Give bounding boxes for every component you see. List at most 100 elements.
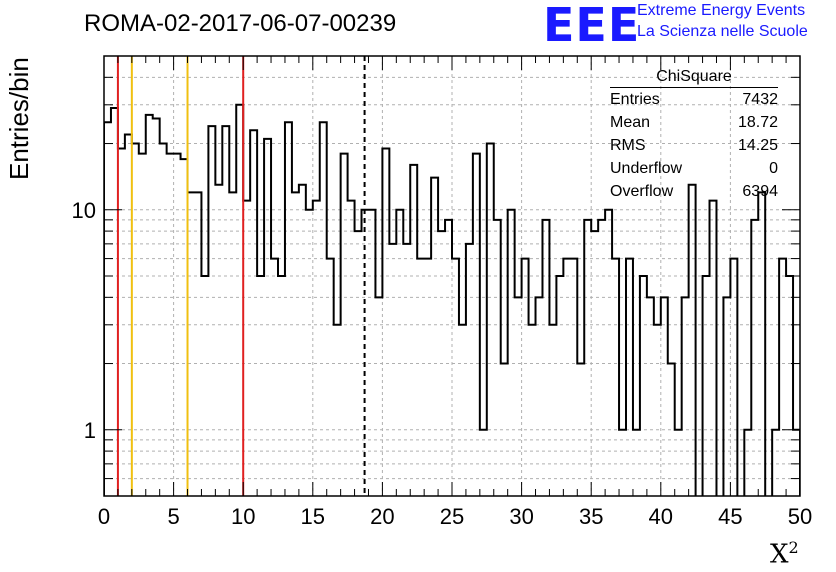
histogram-bin	[654, 325, 661, 496]
x-tick-label: 20	[370, 504, 394, 529]
histogram-bin	[786, 276, 793, 496]
histogram-bin	[710, 201, 717, 496]
histogram-bin	[396, 210, 403, 496]
histogram-bin	[327, 259, 334, 496]
histogram-bin	[612, 259, 619, 496]
histogram-bin	[744, 430, 751, 496]
histogram-bin	[598, 220, 605, 496]
histogram-bin	[194, 192, 201, 496]
x-tick-label: 50	[788, 504, 812, 529]
y-tick-label: 1	[84, 418, 96, 443]
histogram-bin	[174, 154, 181, 496]
histogram-bin	[522, 259, 529, 496]
histogram-bin	[549, 325, 556, 496]
histogram-bin	[459, 325, 466, 496]
eee-logo: EEE	[543, 0, 641, 52]
histogram-bin	[257, 276, 264, 496]
histogram-bin	[501, 364, 508, 496]
histogram-bin	[375, 297, 382, 496]
histogram-bin	[605, 210, 612, 496]
stats-label: Underflow	[610, 160, 683, 177]
histogram-bin	[208, 126, 215, 496]
chart-title: ROMA-02-2017-06-07-00239	[84, 10, 397, 37]
histogram-bin	[703, 276, 710, 496]
stats-row-entries: Entries 7432	[610, 88, 778, 111]
logo-line-1: Extreme Energy Events	[637, 2, 806, 19]
histogram-bin	[118, 148, 125, 496]
histogram-bin	[278, 276, 285, 496]
x-tick-label: 15	[301, 504, 325, 529]
histogram-bin	[355, 231, 362, 496]
histogram-bin	[556, 276, 563, 496]
histogram-bin	[536, 297, 543, 496]
x-axis-label: X2	[770, 538, 799, 570]
histogram-bin	[452, 259, 459, 496]
histogram-bin	[480, 430, 487, 496]
stats-box: ChiSquare Entries 7432 Mean 18.72 RMS 14…	[610, 68, 778, 203]
histogram-bin	[167, 154, 174, 496]
histogram-bin	[146, 115, 153, 496]
histogram-bin	[424, 259, 431, 496]
histogram-bin	[132, 144, 139, 496]
histogram-bin	[689, 185, 696, 496]
histogram-bin	[758, 192, 765, 496]
histogram-bin	[215, 185, 222, 496]
histogram-bin	[466, 244, 473, 496]
histogram-bin	[445, 220, 452, 496]
stats-value: 7432	[742, 91, 778, 108]
histogram-bin	[584, 220, 591, 496]
x-tick-label: 45	[718, 504, 742, 529]
histogram-bin	[111, 108, 118, 496]
histogram-bin	[542, 220, 549, 496]
histogram-bin	[431, 178, 438, 496]
histogram-bin	[403, 244, 410, 496]
x-tick-label: 30	[509, 504, 533, 529]
histogram-bin	[139, 154, 146, 496]
histogram-bin	[438, 231, 445, 496]
histogram-bin	[772, 430, 779, 496]
histogram-bin	[515, 297, 522, 496]
histogram-bin	[633, 430, 640, 496]
histogram-bin	[626, 259, 633, 496]
histogram-bin	[368, 210, 375, 496]
histogram-bin	[264, 139, 271, 496]
histogram-bin	[160, 144, 167, 496]
histogram-bin	[661, 297, 668, 496]
histogram-bin	[640, 276, 647, 496]
stats-value: 18.72	[737, 114, 778, 131]
histogram-bin	[153, 118, 160, 496]
histogram-bin	[285, 122, 292, 496]
histogram-bin	[236, 105, 243, 496]
histogram-bin	[417, 259, 424, 496]
histogram-bin	[682, 297, 689, 496]
histogram-bin	[292, 192, 299, 496]
histogram-bin	[508, 210, 515, 496]
stats-row-rms: RMS 14.25	[610, 134, 778, 157]
histogram-bin	[341, 154, 348, 496]
histogram-bin	[299, 185, 306, 496]
histogram-bin	[125, 134, 132, 496]
y-axis-label: Entries/bin	[4, 57, 34, 180]
stats-label: Entries	[610, 91, 660, 108]
stats-row-overflow: Overflow 6394	[610, 180, 778, 203]
histogram-bin	[529, 325, 536, 496]
histogram-bin	[647, 297, 654, 496]
histogram-bin	[668, 364, 675, 496]
stats-label: RMS	[610, 137, 646, 154]
x-tick-label: 35	[579, 504, 603, 529]
histogram-bin	[334, 325, 341, 496]
histogram-bin	[591, 231, 598, 496]
histogram-bin	[320, 122, 327, 496]
histogram-bin	[730, 259, 737, 496]
histogram-bin	[494, 220, 501, 496]
histogram-bin	[723, 297, 730, 496]
histogram-bin	[229, 192, 236, 496]
x-tick-label: 10	[231, 504, 255, 529]
stats-label: Mean	[610, 114, 651, 131]
histogram-bin	[487, 144, 494, 496]
histogram-bin	[222, 126, 229, 496]
histogram-bin	[577, 364, 584, 496]
histogram-bin	[243, 201, 250, 496]
histogram-bin	[181, 159, 188, 496]
stats-label: Overflow	[610, 183, 674, 200]
